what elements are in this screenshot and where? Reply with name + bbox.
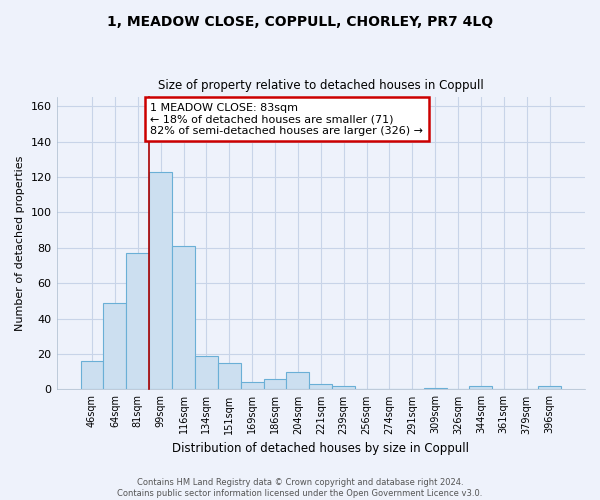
Bar bbox=[263, 379, 286, 390]
Bar bbox=[149, 172, 172, 390]
Bar bbox=[241, 382, 263, 390]
Bar bbox=[80, 361, 103, 390]
Y-axis label: Number of detached properties: Number of detached properties bbox=[15, 156, 25, 331]
Bar bbox=[127, 253, 149, 390]
Bar bbox=[172, 246, 195, 390]
Text: 1, MEADOW CLOSE, COPPULL, CHORLEY, PR7 4LQ: 1, MEADOW CLOSE, COPPULL, CHORLEY, PR7 4… bbox=[107, 15, 493, 29]
Bar bbox=[218, 363, 241, 390]
Text: 1 MEADOW CLOSE: 83sqm
← 18% of detached houses are smaller (71)
82% of semi-deta: 1 MEADOW CLOSE: 83sqm ← 18% of detached … bbox=[151, 102, 424, 136]
Bar bbox=[103, 302, 127, 390]
Title: Size of property relative to detached houses in Coppull: Size of property relative to detached ho… bbox=[158, 79, 484, 92]
Bar bbox=[310, 384, 332, 390]
Bar bbox=[286, 372, 310, 390]
Bar bbox=[332, 386, 355, 390]
Text: Contains HM Land Registry data © Crown copyright and database right 2024.
Contai: Contains HM Land Registry data © Crown c… bbox=[118, 478, 482, 498]
Bar bbox=[195, 356, 218, 390]
Bar bbox=[469, 386, 493, 390]
Bar bbox=[538, 386, 561, 390]
X-axis label: Distribution of detached houses by size in Coppull: Distribution of detached houses by size … bbox=[172, 442, 469, 455]
Bar bbox=[424, 388, 446, 390]
